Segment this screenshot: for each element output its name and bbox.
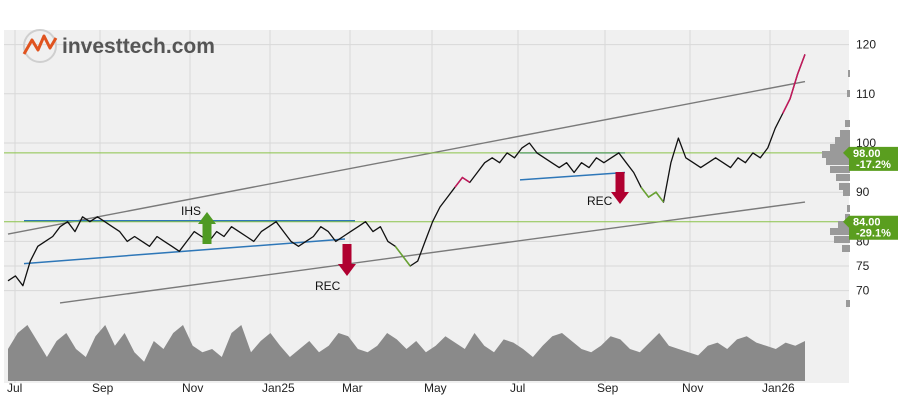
histogram-bar xyxy=(840,130,850,137)
level-tags: 98.00-17.2% 84.00-29.1% xyxy=(843,146,898,240)
level-tag-bg xyxy=(843,215,898,240)
level-tag-bg xyxy=(843,146,898,171)
histogram-bar xyxy=(835,137,850,144)
histogram-bar xyxy=(842,245,850,252)
logo-zigzag-icon xyxy=(22,34,58,55)
y-tick-label: 70 xyxy=(856,284,870,298)
x-tick-label: Jan25 xyxy=(262,381,295,395)
level-tag: 84.00-29.1% xyxy=(843,215,898,240)
histogram-bar xyxy=(843,189,850,196)
histogram-bar xyxy=(848,70,850,77)
price-histogram xyxy=(822,70,850,307)
level-value: 98.00 xyxy=(853,148,881,160)
support-resistance-line xyxy=(519,171,626,181)
price-series xyxy=(7,54,806,287)
histogram-bar xyxy=(847,205,850,212)
histogram-bar xyxy=(822,151,850,158)
histogram-bar xyxy=(838,221,850,228)
gridlines xyxy=(4,30,849,383)
histogram-bar xyxy=(846,300,850,307)
trend-channel xyxy=(7,80,806,304)
histogram-bar xyxy=(845,120,850,127)
channel-upper-line xyxy=(7,80,806,235)
sell-signal-arrow-icon xyxy=(338,244,356,276)
investtech-logo: investtech.com xyxy=(22,29,215,63)
signal-arrows: IHS REC REC xyxy=(181,172,629,293)
x-tick-label: Nov xyxy=(182,381,203,395)
x-tick-label: Mar xyxy=(342,381,363,395)
level-tag: 98.00-17.2% xyxy=(843,146,898,171)
price-decline-highlight xyxy=(640,186,665,203)
y-tick-label: 90 xyxy=(856,185,870,199)
histogram-bar xyxy=(830,166,850,173)
x-tick-label: Jul xyxy=(7,381,22,395)
signal-label: REC xyxy=(315,279,341,293)
price-rally-highlight xyxy=(782,54,806,114)
y-tick-label: 120 xyxy=(856,38,876,52)
y-tick-label: 110 xyxy=(856,87,875,101)
brand-name: investtech.com xyxy=(62,35,215,58)
histogram-bar xyxy=(826,158,850,165)
buy-signal-arrow-icon xyxy=(198,212,216,244)
plot-background xyxy=(4,30,849,383)
support-resistance-line xyxy=(23,238,346,265)
channel-lower-line xyxy=(59,201,806,304)
price-decline-highlight xyxy=(394,245,411,267)
x-tick-label: Sep xyxy=(597,381,619,395)
sell-signal-arrow-icon xyxy=(611,172,629,204)
level-change: -29.1% xyxy=(856,228,891,240)
histogram-bar xyxy=(830,144,850,151)
histogram-bar xyxy=(847,90,850,97)
level-value: 84.00 xyxy=(853,217,881,229)
signal-label: IHS xyxy=(181,204,201,218)
x-tick-label: Sep xyxy=(92,381,114,395)
x-axis-ticks: Jul Sep Nov Jan25 Mar May Jul Sep Nov Jan26 xyxy=(7,381,795,395)
volume-area xyxy=(8,325,805,381)
x-tick-label: Jul xyxy=(510,381,525,395)
histogram-bar xyxy=(836,174,850,181)
price-levels xyxy=(4,152,849,223)
y-tick-label: 75 xyxy=(856,259,870,273)
signal-label: REC xyxy=(587,194,613,208)
x-tick-label: Nov xyxy=(682,381,703,395)
x-tick-label: May xyxy=(424,381,447,395)
x-tick-label: Jan26 xyxy=(762,381,795,395)
volume-fill xyxy=(8,325,805,381)
histogram-bar xyxy=(830,228,850,235)
level-change: -17.2% xyxy=(856,159,891,171)
price-rally-highlight xyxy=(454,176,471,188)
histogram-bar xyxy=(839,183,850,190)
y-tick-label: 100 xyxy=(856,136,876,150)
logo-ring xyxy=(23,29,57,63)
histogram-bar xyxy=(834,236,850,243)
